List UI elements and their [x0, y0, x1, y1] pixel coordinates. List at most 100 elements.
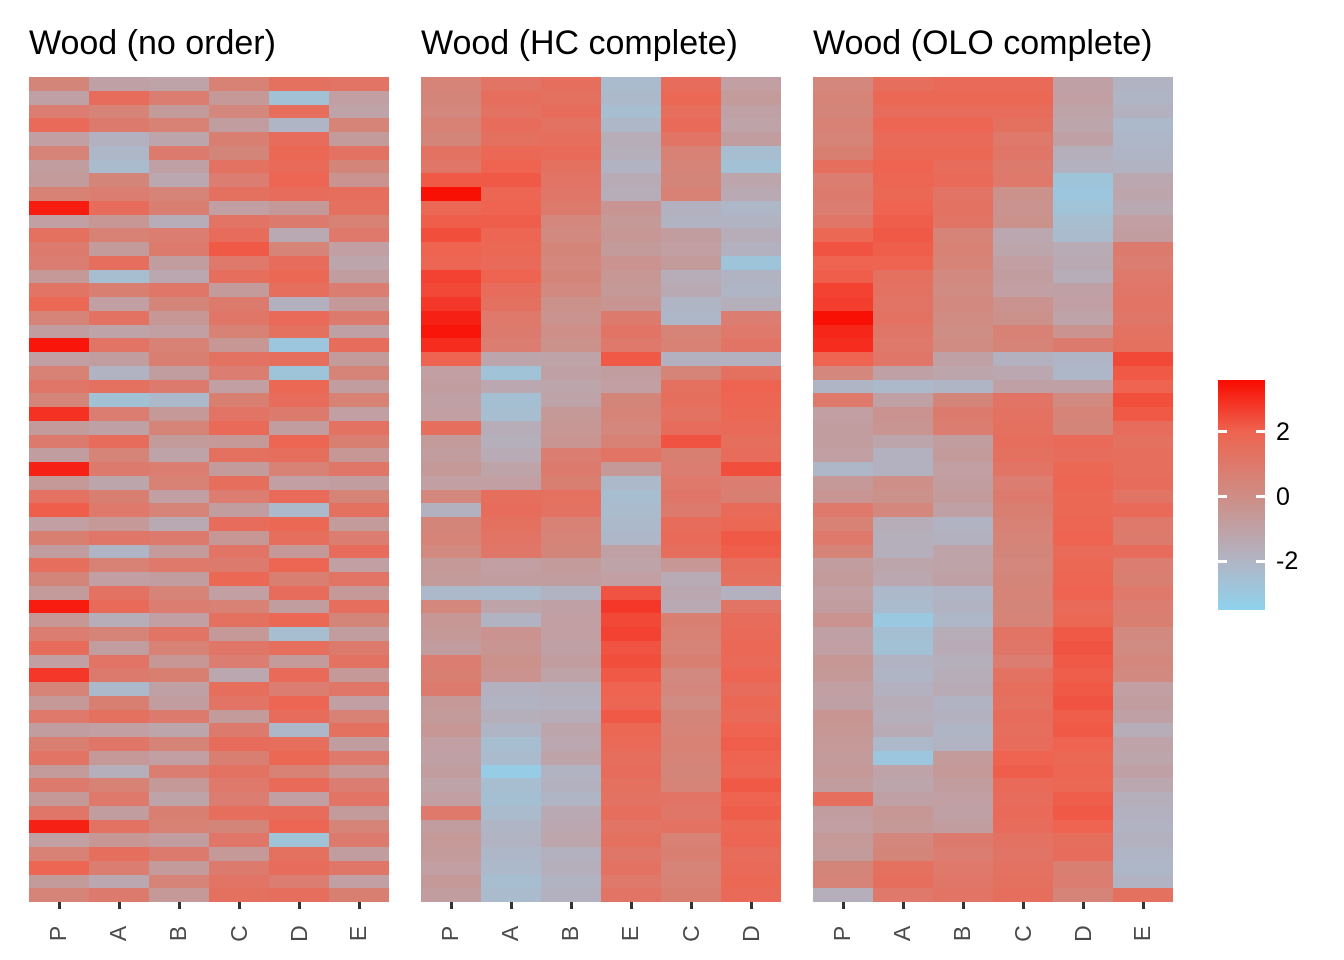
x-axis-label: D	[285, 924, 312, 942]
heatmap-cell	[993, 544, 1053, 559]
heatmap-cell	[329, 805, 389, 820]
heatmap-cell	[89, 187, 149, 201]
heatmap-cell	[993, 310, 1053, 325]
heatmap-cell	[1113, 379, 1173, 394]
heatmap-cell	[601, 544, 661, 559]
heatmap-cell	[1053, 764, 1113, 779]
heatmap-cell	[601, 407, 661, 421]
heatmap-cell	[541, 874, 601, 889]
heatmap-cell	[933, 503, 993, 517]
heatmap-cell	[29, 585, 89, 600]
heatmap-cell	[29, 393, 89, 407]
heatmap-cell	[933, 572, 993, 586]
heatmap-cell	[209, 572, 269, 586]
heatmap-cell	[541, 585, 601, 600]
heatmap-cell	[481, 448, 541, 462]
heatmap-cell	[721, 393, 781, 407]
heatmap-cell	[209, 805, 269, 820]
heatmap-cell	[993, 778, 1053, 792]
heatmap-cell	[993, 462, 1053, 476]
heatmap-cell	[1053, 737, 1113, 751]
heatmap-cell	[541, 599, 601, 614]
heatmap-cell	[269, 654, 329, 669]
heatmap-cell	[1053, 173, 1113, 187]
heatmap-cell	[329, 544, 389, 559]
heatmap-cell	[813, 819, 873, 834]
heatmap-cell	[813, 572, 873, 586]
heatmap-cell	[29, 517, 89, 531]
heatmap-cell	[89, 462, 149, 476]
heatmap-cell	[421, 118, 481, 132]
heatmap-cell	[933, 255, 993, 270]
heatmap-cell	[541, 723, 601, 737]
heatmap-cell	[269, 448, 329, 462]
heatmap-cell	[721, 668, 781, 682]
heatmap-cell	[209, 242, 269, 256]
heatmap-cell	[1053, 805, 1113, 820]
heatmap-cell	[481, 420, 541, 435]
heatmap-grid	[421, 77, 781, 902]
heatmap-cell	[329, 255, 389, 270]
heatmap-cell	[993, 255, 1053, 270]
heatmap-cell	[209, 819, 269, 834]
heatmap-cell	[89, 77, 149, 91]
heatmap-cell	[1053, 255, 1113, 270]
heatmap-cell	[873, 214, 933, 229]
heatmap-cell	[601, 709, 661, 724]
heatmap-cell	[993, 104, 1053, 119]
heatmap-cell	[721, 778, 781, 792]
heatmap-cell	[661, 434, 721, 449]
heatmap-cell	[269, 173, 329, 187]
heatmap-cell	[541, 352, 601, 366]
heatmap-cell	[993, 187, 1053, 201]
heatmap-cell	[269, 104, 329, 119]
heatmap-cell	[89, 888, 149, 902]
heatmap-cell	[481, 778, 541, 792]
heatmap-cell	[601, 200, 661, 215]
heatmap-cell	[873, 187, 933, 201]
heatmap-cell	[873, 159, 933, 174]
heatmap-cell	[933, 283, 993, 297]
heatmap-cell	[541, 695, 601, 710]
heatmap-cell	[873, 228, 933, 242]
heatmap-cell	[1113, 558, 1173, 572]
heatmap-cell	[481, 695, 541, 710]
heatmap-cell	[209, 379, 269, 394]
heatmap-cell	[421, 77, 481, 91]
heatmap-cell	[1053, 558, 1113, 572]
heatmap-cell	[661, 283, 721, 297]
heatmap-grid	[29, 77, 389, 902]
heatmap-cell	[601, 627, 661, 641]
heatmap-cell	[269, 668, 329, 682]
heatmap-cell	[481, 517, 541, 531]
heatmap-cell	[481, 723, 541, 737]
heatmap-cell	[421, 888, 481, 902]
heatmap-cell	[1113, 365, 1173, 380]
heatmap-cell	[421, 365, 481, 380]
heatmap-cell	[421, 489, 481, 504]
heatmap-cell	[873, 200, 933, 215]
heatmap-cell	[481, 503, 541, 517]
x-axis-tick	[510, 902, 513, 909]
heatmap-cell	[89, 132, 149, 146]
heatmap-cell	[29, 434, 89, 449]
heatmap-cell	[481, 489, 541, 504]
heatmap-cell	[541, 572, 601, 586]
heatmap-cell	[269, 709, 329, 724]
heatmap-cell	[661, 613, 721, 627]
heatmap-cell	[721, 833, 781, 847]
heatmap-cell	[813, 365, 873, 380]
heatmap-cell	[329, 200, 389, 215]
heatmap-cell	[873, 599, 933, 614]
x-axis-label: D	[1069, 924, 1096, 942]
heatmap-cell	[661, 668, 721, 682]
heatmap-cell	[269, 572, 329, 586]
heatmap-cell	[1113, 668, 1173, 682]
heatmap-cell	[661, 420, 721, 435]
heatmap-cell	[993, 709, 1053, 724]
heatmap-cell	[873, 558, 933, 572]
heatmap-cell	[481, 352, 541, 366]
x-axis-tick	[750, 902, 753, 909]
heatmap-cell	[269, 365, 329, 380]
heatmap-cell	[89, 874, 149, 889]
